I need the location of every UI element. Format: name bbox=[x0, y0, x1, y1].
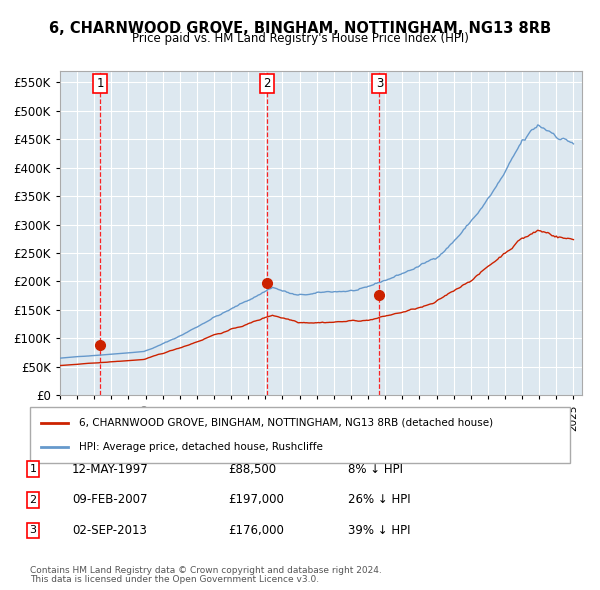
Text: 1: 1 bbox=[96, 77, 104, 90]
Text: £88,500: £88,500 bbox=[228, 463, 276, 476]
Text: 3: 3 bbox=[376, 77, 383, 90]
FancyBboxPatch shape bbox=[30, 407, 570, 463]
Text: 8% ↓ HPI: 8% ↓ HPI bbox=[348, 463, 403, 476]
Text: £176,000: £176,000 bbox=[228, 524, 284, 537]
Text: 2: 2 bbox=[29, 495, 37, 504]
Text: 6, CHARNWOOD GROVE, BINGHAM, NOTTINGHAM, NG13 8RB (detached house): 6, CHARNWOOD GROVE, BINGHAM, NOTTINGHAM,… bbox=[79, 418, 493, 428]
Text: 2: 2 bbox=[263, 77, 271, 90]
Text: 12-MAY-1997: 12-MAY-1997 bbox=[72, 463, 149, 476]
Text: 09-FEB-2007: 09-FEB-2007 bbox=[72, 493, 148, 506]
Text: 3: 3 bbox=[29, 526, 37, 535]
Text: This data is licensed under the Open Government Licence v3.0.: This data is licensed under the Open Gov… bbox=[30, 575, 319, 584]
Text: £197,000: £197,000 bbox=[228, 493, 284, 506]
Text: HPI: Average price, detached house, Rushcliffe: HPI: Average price, detached house, Rush… bbox=[79, 442, 322, 453]
Text: Contains HM Land Registry data © Crown copyright and database right 2024.: Contains HM Land Registry data © Crown c… bbox=[30, 566, 382, 575]
Text: 39% ↓ HPI: 39% ↓ HPI bbox=[348, 524, 410, 537]
Text: Price paid vs. HM Land Registry's House Price Index (HPI): Price paid vs. HM Land Registry's House … bbox=[131, 32, 469, 45]
Text: 6, CHARNWOOD GROVE, BINGHAM, NOTTINGHAM, NG13 8RB: 6, CHARNWOOD GROVE, BINGHAM, NOTTINGHAM,… bbox=[49, 21, 551, 35]
Text: 26% ↓ HPI: 26% ↓ HPI bbox=[348, 493, 410, 506]
Text: 02-SEP-2013: 02-SEP-2013 bbox=[72, 524, 147, 537]
Text: 1: 1 bbox=[29, 464, 37, 474]
